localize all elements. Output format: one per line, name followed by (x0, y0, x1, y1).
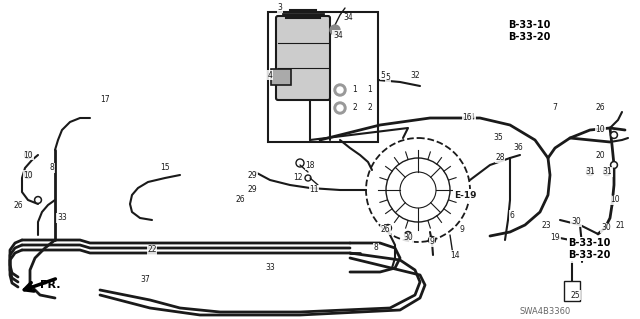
Text: 37: 37 (140, 276, 150, 285)
Text: SWA4B3360: SWA4B3360 (520, 308, 572, 316)
Text: 31: 31 (585, 167, 595, 176)
FancyBboxPatch shape (271, 69, 291, 85)
Text: 30: 30 (403, 234, 413, 242)
Circle shape (386, 226, 390, 230)
Circle shape (385, 225, 392, 232)
Text: 14: 14 (450, 250, 460, 259)
Text: 6: 6 (509, 211, 515, 219)
Text: B-33-20: B-33-20 (568, 250, 611, 260)
Circle shape (406, 233, 410, 237)
Circle shape (404, 232, 412, 239)
Circle shape (588, 170, 592, 174)
Text: 11: 11 (309, 186, 319, 195)
Circle shape (430, 238, 434, 242)
Text: 21: 21 (615, 220, 625, 229)
FancyBboxPatch shape (564, 281, 580, 301)
Circle shape (337, 87, 343, 93)
Text: 2: 2 (367, 103, 372, 113)
Circle shape (24, 172, 31, 179)
Text: 30: 30 (601, 224, 611, 233)
Circle shape (612, 133, 616, 137)
Text: B-33-10: B-33-10 (508, 20, 550, 30)
Text: 7: 7 (552, 103, 557, 113)
Circle shape (330, 25, 340, 35)
Text: 10: 10 (23, 151, 33, 160)
Circle shape (605, 170, 609, 174)
Circle shape (35, 197, 42, 204)
Text: 1: 1 (367, 85, 372, 94)
Text: 33: 33 (57, 213, 67, 222)
Circle shape (612, 163, 616, 167)
Text: 18: 18 (305, 160, 315, 169)
Text: 26: 26 (595, 103, 605, 113)
Text: 1: 1 (353, 85, 357, 94)
Circle shape (611, 131, 618, 138)
Text: 34: 34 (343, 13, 353, 23)
Circle shape (24, 152, 31, 159)
FancyBboxPatch shape (276, 16, 330, 100)
Text: 26: 26 (380, 226, 390, 234)
Text: 5: 5 (385, 73, 390, 83)
Text: 25: 25 (570, 291, 580, 300)
Text: 31: 31 (602, 167, 612, 176)
Text: B-33-10: B-33-10 (568, 238, 611, 248)
Text: 9: 9 (429, 238, 435, 247)
Circle shape (334, 102, 346, 114)
Text: 32: 32 (410, 71, 420, 80)
Text: 26: 26 (13, 201, 23, 210)
Text: 29: 29 (247, 186, 257, 195)
Text: 24: 24 (465, 114, 475, 122)
Text: 10: 10 (610, 196, 620, 204)
Text: 4: 4 (268, 70, 273, 79)
Circle shape (429, 236, 435, 243)
Circle shape (26, 153, 30, 157)
Text: 36: 36 (513, 144, 523, 152)
Text: 34: 34 (333, 31, 343, 40)
Circle shape (36, 198, 40, 202)
Text: 30: 30 (571, 218, 581, 226)
Circle shape (26, 173, 30, 177)
Circle shape (577, 239, 584, 246)
Text: 2: 2 (353, 103, 357, 113)
Text: 35: 35 (493, 133, 503, 143)
Circle shape (334, 84, 346, 96)
Circle shape (578, 240, 582, 244)
Text: 29: 29 (247, 170, 257, 180)
Text: 12: 12 (293, 174, 303, 182)
Text: 8: 8 (50, 164, 54, 173)
Text: 20: 20 (595, 151, 605, 160)
Circle shape (586, 168, 593, 175)
Text: 16: 16 (462, 114, 472, 122)
Text: 10: 10 (595, 125, 605, 135)
Text: 19: 19 (550, 234, 560, 242)
Text: 9: 9 (460, 226, 465, 234)
Text: 26: 26 (235, 196, 245, 204)
Text: 5: 5 (381, 70, 385, 79)
Text: B-33-20: B-33-20 (508, 32, 550, 42)
Text: FR.: FR. (40, 280, 61, 290)
Text: 27: 27 (570, 254, 580, 263)
Text: E-19: E-19 (454, 190, 477, 199)
Text: 22: 22 (147, 246, 157, 255)
Text: 15: 15 (160, 164, 170, 173)
Circle shape (604, 168, 611, 175)
Text: 10: 10 (23, 170, 33, 180)
Text: 3: 3 (278, 4, 282, 12)
Text: 17: 17 (100, 95, 110, 105)
Circle shape (611, 161, 618, 168)
Text: 33: 33 (265, 263, 275, 272)
Circle shape (337, 105, 343, 111)
Text: 23: 23 (541, 220, 551, 229)
Text: 28: 28 (495, 153, 505, 162)
Text: 8: 8 (374, 243, 378, 253)
